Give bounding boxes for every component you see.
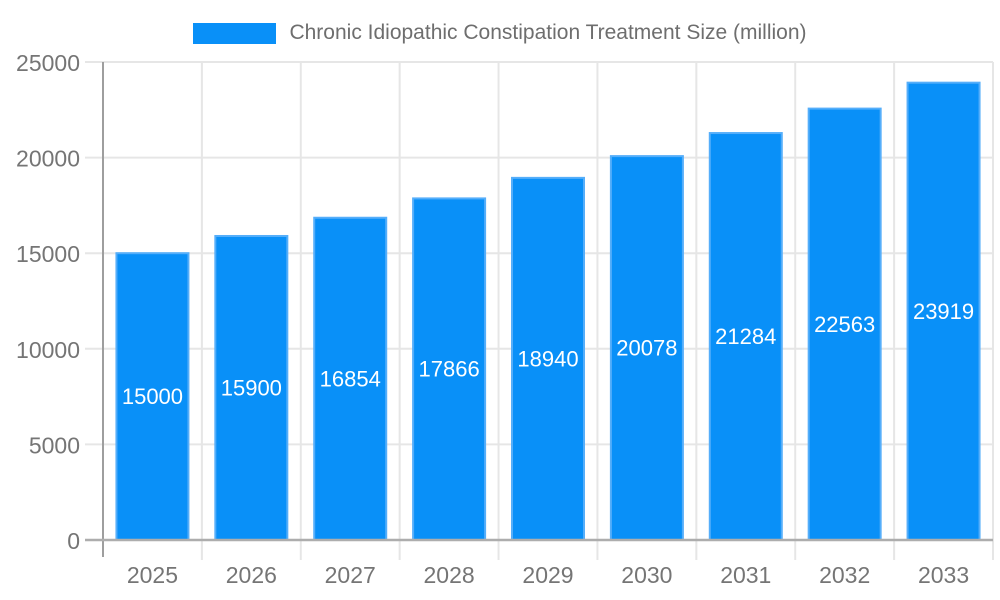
- bar-value-label: 17866: [419, 357, 480, 382]
- x-axis-tick-label: 2027: [325, 562, 376, 588]
- x-axis-tick-label: 2030: [621, 562, 672, 588]
- bar-value-label: 23919: [913, 299, 974, 324]
- bar-value-label: 22563: [814, 312, 875, 337]
- legend-label: Chronic Idiopathic Constipation Treatmen…: [289, 21, 807, 44]
- bar-value-label: 16854: [320, 366, 381, 391]
- x-axis-tick-label: 2029: [522, 562, 573, 588]
- y-axis-tick-label: 0: [67, 528, 80, 554]
- bar-2028: [412, 197, 487, 542]
- bar-2031: [708, 132, 783, 541]
- x-axis-tick-label: 2033: [918, 562, 969, 588]
- bar-2026: [214, 234, 289, 541]
- x-axis-tick-label: 2026: [226, 562, 277, 588]
- bar-value-label: 18940: [517, 346, 578, 371]
- chart-legend[interactable]: Chronic Idiopathic Constipation Treatmen…: [0, 21, 1000, 45]
- bar-value-label: 20078: [616, 336, 677, 361]
- y-axis-tick-label: 5000: [29, 432, 80, 458]
- x-axis-tick-label: 2028: [424, 562, 475, 588]
- x-axis-tick-label: 2032: [819, 562, 870, 588]
- bar-value-label: 21284: [715, 324, 776, 349]
- x-axis-tick-label: 2031: [720, 562, 771, 588]
- y-axis-tick-label: 15000: [16, 241, 80, 267]
- x-axis-tick-label: 2025: [127, 562, 178, 588]
- bar-2029: [511, 176, 585, 542]
- bar-2027: [313, 216, 388, 541]
- bar-2032: [807, 107, 882, 542]
- legend-swatch: [193, 22, 277, 44]
- y-axis-tick-label: 10000: [16, 337, 80, 363]
- bar-value-label: 15900: [221, 375, 282, 400]
- y-axis-tick-label: 25000: [16, 50, 80, 76]
- y-axis-tick-label: 20000: [16, 146, 80, 172]
- bar-2025: [115, 252, 190, 541]
- bar-2033: [906, 81, 981, 541]
- bar-value-label: 15000: [122, 384, 183, 409]
